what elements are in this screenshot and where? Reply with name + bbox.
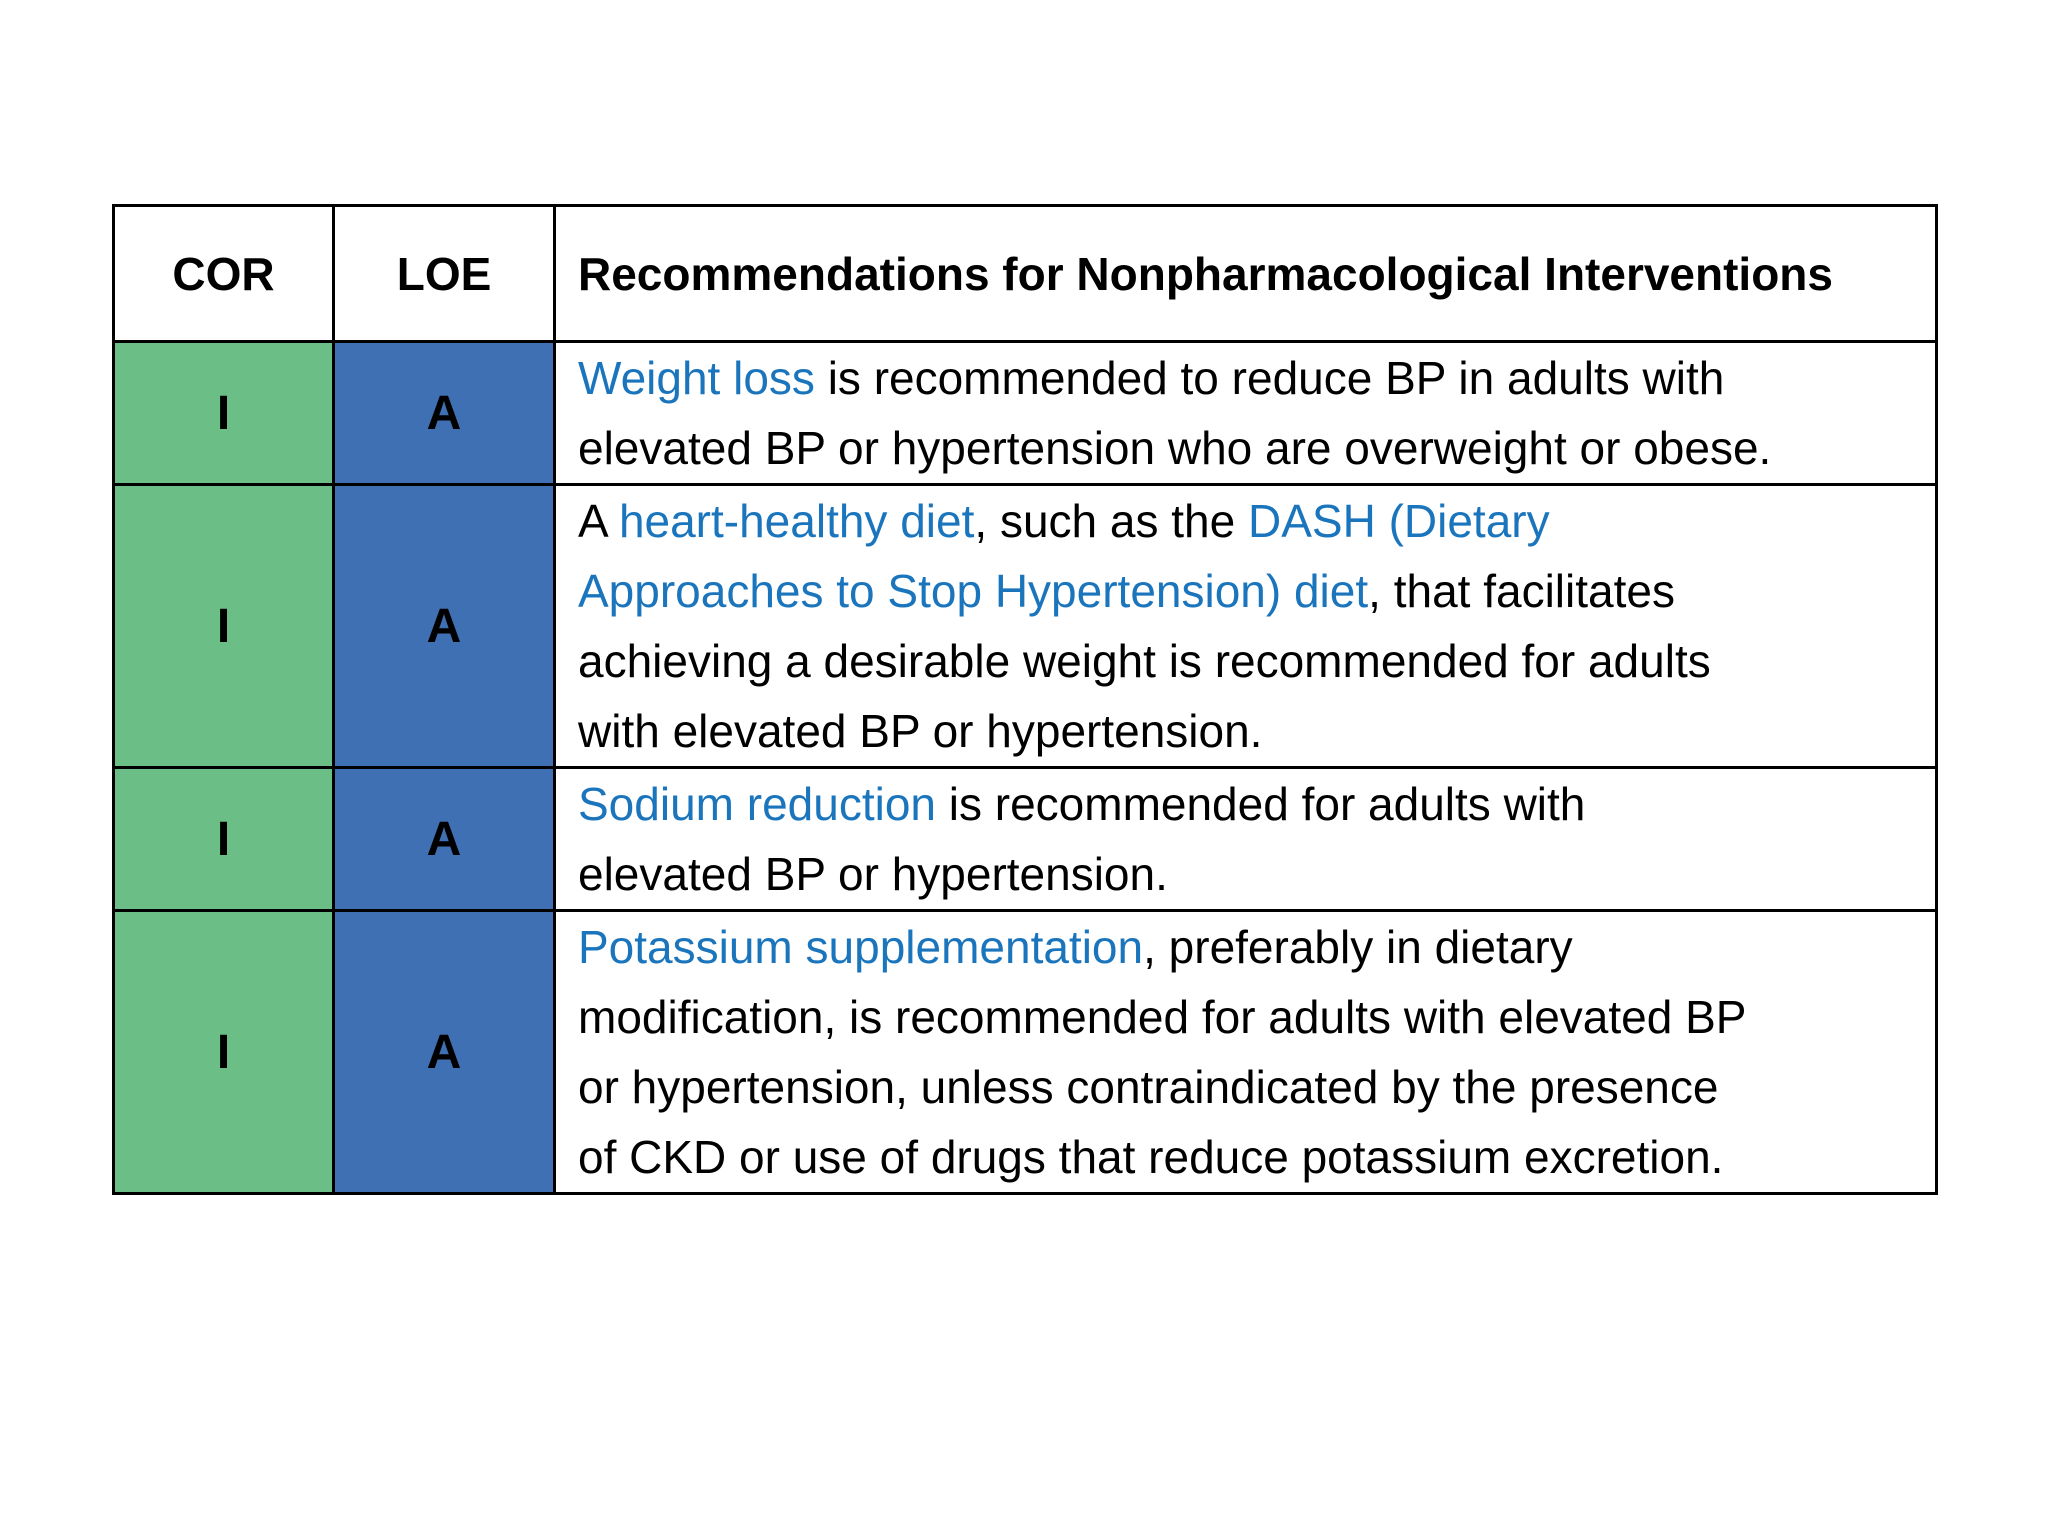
- table-row-sodium-reduction: I A Sodium reduction is recommended for …: [112, 766, 1938, 912]
- text-segment: is recommended for adults with: [935, 778, 1586, 830]
- highlighted-term: Approaches to Stop Hypertension) diet: [578, 565, 1369, 617]
- recommendation-text: A heart-healthy diet, such as the DASH (…: [553, 483, 1938, 769]
- loe-badge: A: [332, 483, 556, 769]
- text-segment: achieving a desirable weight is recommen…: [578, 635, 1711, 687]
- text-segment: , such as the: [974, 495, 1248, 547]
- highlighted-term: DASH (Dietary: [1248, 495, 1550, 547]
- highlighted-term: heart-healthy diet: [618, 495, 975, 547]
- text-segment: is recommended to reduce BP in adults wi…: [814, 352, 1725, 404]
- loe-badge: A: [332, 909, 556, 1195]
- text-segment: modification, is recommended for adults …: [578, 991, 1747, 1043]
- recommendation-text: Potassium supplementation, preferably in…: [553, 909, 1938, 1195]
- cor-badge: I: [112, 483, 335, 769]
- highlighted-term: Sodium reduction: [578, 778, 936, 830]
- highlighted-term: Weight loss: [578, 352, 815, 404]
- table-row-weight-loss: I A Weight loss is recommended to reduce…: [112, 340, 1938, 486]
- cor-badge: I: [112, 766, 335, 912]
- header-loe: LOE: [332, 204, 556, 343]
- table-row-potassium-supplementation: I A Potassium supplementation, preferabl…: [112, 909, 1938, 1195]
- cor-badge: I: [112, 340, 335, 486]
- table-header-row: COR LOE Recommendations for Nonpharmacol…: [112, 204, 1938, 343]
- recommendation-text: Weight loss is recommended to reduce BP …: [553, 340, 1938, 486]
- text-segment: or hypertension, unless contraindicated …: [578, 1061, 1719, 1113]
- recommendations-table: COR LOE Recommendations for Nonpharmacol…: [112, 204, 1938, 1195]
- cor-badge: I: [112, 909, 335, 1195]
- loe-badge: A: [332, 766, 556, 912]
- table-row-heart-healthy-diet: I A A heart-healthy diet, such as the DA…: [112, 483, 1938, 769]
- text-segment: with elevated BP or hypertension.: [578, 705, 1263, 757]
- text-segment: A: [578, 495, 619, 547]
- highlighted-term: Potassium supplementation: [578, 921, 1144, 973]
- header-cor: COR: [112, 204, 335, 343]
- text-segment: elevated BP or hypertension.: [578, 848, 1168, 900]
- recommendation-text: Sodium reduction is recommended for adul…: [553, 766, 1938, 912]
- header-recommendations: Recommendations for Nonpharmacological I…: [553, 204, 1938, 343]
- text-segment: , that facilitates: [1368, 565, 1675, 617]
- text-segment: of CKD or use of drugs that reduce potas…: [578, 1131, 1724, 1183]
- loe-badge: A: [332, 340, 556, 486]
- text-segment: , preferably in dietary: [1143, 921, 1573, 973]
- text-segment: elevated BP or hypertension who are over…: [578, 422, 1772, 474]
